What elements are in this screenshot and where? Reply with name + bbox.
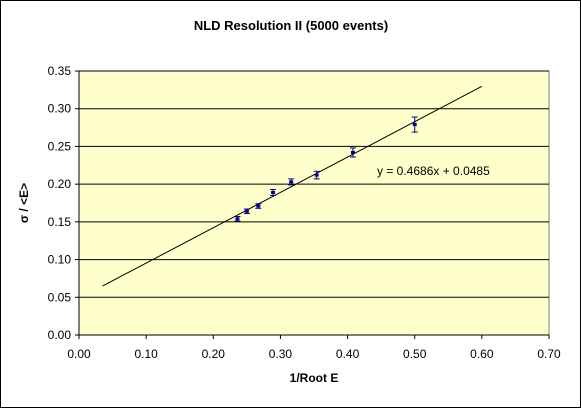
- point-marker: [235, 217, 240, 221]
- x-axis-label: 1/Root E: [290, 371, 339, 385]
- x-tick-label: 0.50: [403, 347, 427, 361]
- data-point: [270, 188, 277, 196]
- x-tick-label: 0.00: [67, 347, 91, 361]
- plot-area: [78, 70, 550, 336]
- y-axis-label: σ / <E>: [17, 183, 31, 223]
- x-tick-label: 0.40: [336, 347, 360, 361]
- data-point: [313, 170, 320, 180]
- trendline: [102, 85, 483, 287]
- y-tick-label: 0.30: [48, 102, 72, 116]
- point-marker: [289, 180, 294, 184]
- point-marker: [314, 173, 319, 177]
- x-tick-label: 0.30: [269, 347, 293, 361]
- y-axis-ticks: 0.00 0.05 0.10 0.15 0.20 0.25 0.30 0.35: [48, 64, 80, 342]
- data-point: [234, 216, 241, 222]
- data-point: [411, 116, 418, 133]
- y-tick-label: 0.00: [48, 328, 72, 342]
- y-tick-label: 0.20: [48, 177, 72, 191]
- x-tick-label: 0.70: [537, 347, 561, 361]
- y-tick-label: 0.10: [48, 253, 72, 267]
- y-tick-label: 0.15: [48, 215, 72, 229]
- x-tick-label: 0.60: [470, 347, 494, 361]
- x-tick-label: 0.10: [134, 347, 158, 361]
- x-tick-label: 0.20: [202, 347, 226, 361]
- data-point: [243, 208, 250, 215]
- point-marker: [256, 204, 261, 208]
- data-point: [288, 178, 295, 186]
- gridlines: [79, 70, 549, 298]
- data-point: [349, 147, 356, 158]
- point-marker: [350, 150, 355, 154]
- point-marker: [412, 123, 417, 127]
- y-tick-label: 0.25: [48, 139, 72, 153]
- data-points: [234, 116, 418, 222]
- point-marker: [271, 190, 276, 194]
- point-marker: [244, 209, 249, 213]
- data-point: [255, 203, 262, 209]
- y-tick-label: 0.35: [48, 64, 72, 78]
- trendline-equation: y = 0.4686x + 0.0485: [377, 164, 490, 178]
- y-tick-label: 0.05: [48, 290, 72, 304]
- chart-title: NLD Resolution II (5000 events): [194, 18, 388, 33]
- x-axis-ticks: 0.00 0.10 0.20 0.30 0.40 0.50 0.60 0.70: [67, 334, 561, 361]
